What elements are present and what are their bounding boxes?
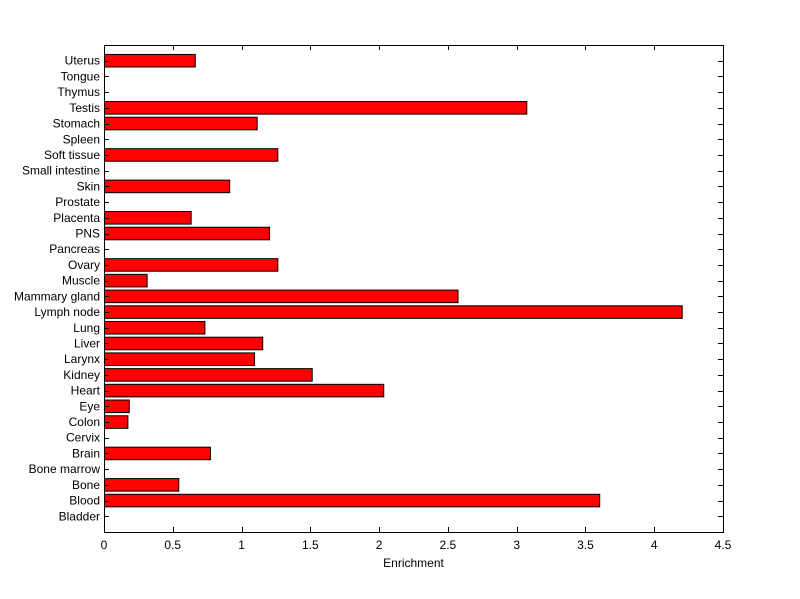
y-tick-label: Mammary gland bbox=[14, 289, 100, 303]
x-tick-label: 2 bbox=[376, 538, 383, 552]
y-tick-label: Skin bbox=[77, 179, 100, 193]
bar-larynx bbox=[104, 352, 255, 366]
plot-area-frame bbox=[104, 45, 724, 533]
bar-ovary bbox=[104, 258, 279, 272]
bar-mammary-gland bbox=[104, 289, 459, 304]
y-tick-label: Uterus bbox=[65, 54, 100, 68]
y-tick-label: Colon bbox=[69, 415, 100, 429]
bar-pns bbox=[104, 226, 271, 241]
y-tick-label: Lymph node bbox=[34, 305, 100, 319]
x-tick-label: 2.5 bbox=[440, 538, 457, 552]
bar-heart bbox=[104, 383, 385, 398]
y-tick-label: Placenta bbox=[53, 211, 100, 225]
y-tick-label: Soft tissue bbox=[44, 148, 100, 162]
x-tick-label: 4 bbox=[651, 538, 658, 552]
bar-uterus bbox=[104, 53, 196, 68]
bars-group bbox=[104, 53, 683, 508]
x-tick-label: 1.5 bbox=[302, 538, 319, 552]
y-tick-label: Larynx bbox=[64, 352, 100, 366]
x-tick-label: 3 bbox=[513, 538, 520, 552]
bar-bone bbox=[104, 478, 180, 492]
y-tick-label: Heart bbox=[71, 384, 101, 398]
y-tick-label: PNS bbox=[75, 227, 100, 241]
x-tick-label: 4.5 bbox=[715, 538, 732, 552]
bar-testis bbox=[104, 101, 528, 115]
bar-skin bbox=[104, 179, 231, 194]
y-tick-label: Eye bbox=[79, 399, 100, 413]
bar-lung bbox=[104, 320, 206, 335]
y-tick-label: Liver bbox=[74, 336, 100, 350]
y-tick-label: Ovary bbox=[68, 258, 100, 272]
bar-blood bbox=[104, 493, 601, 508]
y-tick-label: Kidney bbox=[63, 368, 100, 382]
bar-liver bbox=[104, 336, 264, 351]
y-tick-label: Lung bbox=[73, 321, 100, 335]
y-tick-label: Bone marrow bbox=[29, 462, 101, 476]
y-tick-label: Stomach bbox=[53, 117, 100, 131]
y-tick-label: Cervix bbox=[66, 431, 100, 445]
bar-kidney bbox=[104, 368, 313, 382]
bar-soft-tissue bbox=[104, 148, 279, 162]
bar-placenta bbox=[104, 211, 192, 225]
x-tick-label: 3.5 bbox=[577, 538, 594, 552]
y-tick-label: Small intestine bbox=[22, 164, 100, 178]
y-tick-label: Thymus bbox=[57, 85, 100, 99]
x-axis-label: Enrichment bbox=[383, 556, 444, 570]
y-tick-label: Muscle bbox=[62, 274, 100, 288]
x-tick-label: 0.5 bbox=[164, 538, 181, 552]
y-tick-label: Spleen bbox=[63, 132, 100, 146]
y-tick-label: Tongue bbox=[61, 69, 101, 83]
bar-stomach bbox=[104, 116, 258, 131]
y-tick-label: Testis bbox=[69, 101, 100, 115]
bar-lymph-node bbox=[104, 305, 683, 319]
x-tick-label: 0 bbox=[101, 538, 108, 552]
y-tick-label: Pancreas bbox=[49, 242, 100, 256]
y-tick-label: Bladder bbox=[59, 509, 100, 523]
bar-muscle bbox=[104, 273, 148, 288]
y-tick-label: Prostate bbox=[55, 195, 100, 209]
y-tick-label: Blood bbox=[69, 494, 100, 508]
bar-brain bbox=[104, 446, 211, 461]
x-tick-label: 1 bbox=[238, 538, 245, 552]
y-tick-label: Brain bbox=[72, 446, 100, 460]
y-tick-label: Bone bbox=[72, 478, 100, 492]
